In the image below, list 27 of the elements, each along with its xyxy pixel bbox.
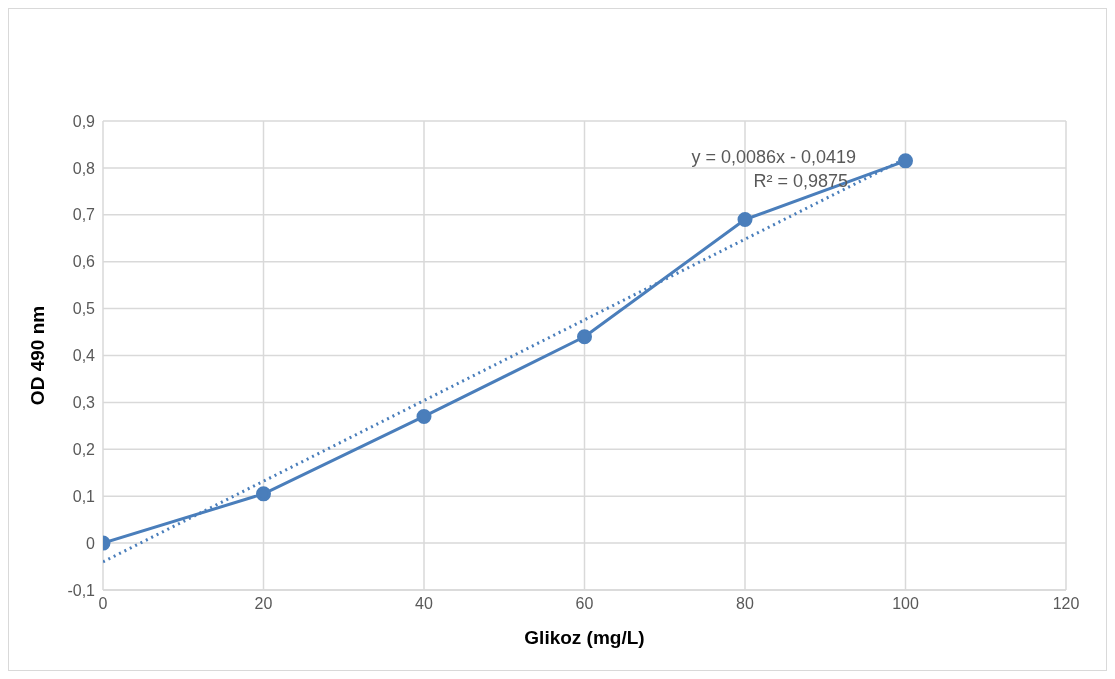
y-tick-label: 0,2	[72, 440, 96, 458]
annotation: y = 0,0086x - 0,0419	[690, 147, 856, 168]
y-tick-label: 0,4	[72, 347, 96, 365]
y-tick-label: 0,9	[72, 112, 96, 130]
x-tick-label: 100	[892, 595, 919, 613]
y-tick-label: 0,5	[72, 300, 96, 318]
y-tick-label: 0,3	[72, 394, 96, 412]
x-tick-label: 20	[254, 595, 273, 613]
point	[256, 486, 271, 502]
y-tick-label: 0,6	[72, 253, 96, 271]
point	[737, 211, 753, 227]
annotation: R² = 0,9875	[752, 171, 849, 192]
y-tick-label: -0,1	[67, 581, 96, 599]
y-tick-label: 0,7	[72, 206, 96, 224]
x-tick-label: 40	[415, 595, 433, 613]
x-tick-label: 80	[736, 595, 754, 613]
x-tick-label: 120	[1052, 595, 1080, 613]
x-tick-label: 0	[98, 595, 108, 613]
y-tick-label: 0	[86, 534, 96, 552]
y-axis-title: OD 490 nm	[26, 305, 48, 406]
point	[898, 153, 913, 169]
y-tick-label: 0,8	[72, 159, 96, 177]
x-tick-label: 60	[575, 595, 594, 613]
point	[577, 329, 592, 345]
x-axis-title: Glikoz (mg/L)	[524, 627, 645, 648]
y-tick-label: 0,1	[72, 487, 96, 505]
point	[416, 408, 432, 424]
